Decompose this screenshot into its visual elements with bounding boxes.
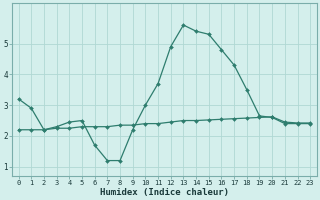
X-axis label: Humidex (Indice chaleur): Humidex (Indice chaleur) (100, 188, 229, 197)
